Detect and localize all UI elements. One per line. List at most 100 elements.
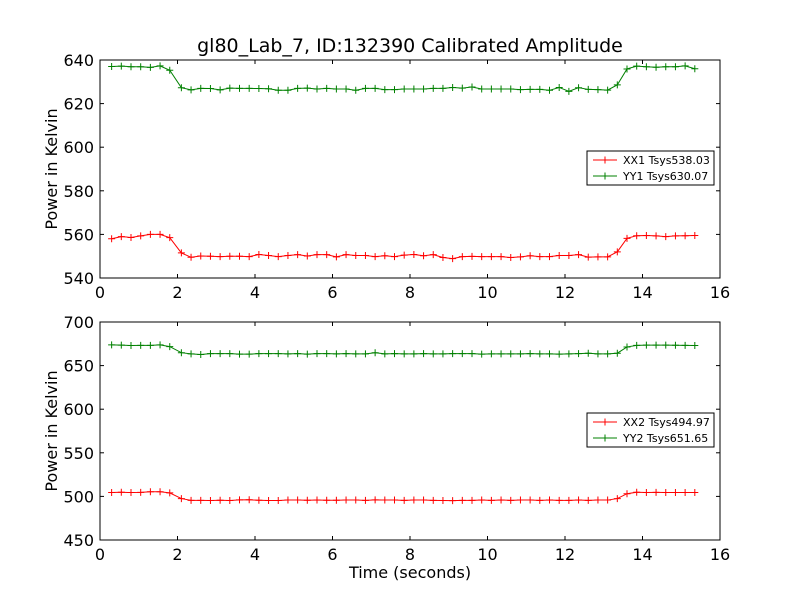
data-point [313, 251, 321, 259]
x-tick-label: 16 [710, 545, 730, 564]
data-point [623, 490, 631, 498]
data-point [439, 254, 447, 262]
data-point [332, 350, 340, 358]
data-point [177, 495, 185, 503]
data-point [236, 496, 243, 504]
data-point [652, 63, 660, 71]
data-point [449, 350, 457, 358]
data-point [146, 230, 154, 238]
data-point [137, 341, 145, 349]
data-point [410, 350, 418, 358]
data-point [177, 349, 185, 357]
data-point [206, 497, 214, 504]
data-point [633, 232, 641, 240]
data-point [613, 81, 621, 89]
data-point [371, 253, 379, 261]
data-point [604, 253, 612, 261]
data-point [584, 253, 592, 261]
data-point [604, 350, 612, 358]
data-point [332, 85, 340, 93]
data-point [361, 84, 369, 92]
y-axis-title: Power in Kelvin [42, 108, 61, 229]
data-point [516, 496, 524, 504]
data-point [177, 84, 185, 92]
data-point [691, 342, 699, 350]
legend: XX2 Tsys494.97 YY2 Tsys651.65 [586, 412, 715, 448]
y-tick-label: 620 [63, 95, 94, 114]
data-point [555, 350, 563, 358]
data-point [429, 251, 437, 259]
data-point [303, 350, 311, 358]
data-point [332, 496, 340, 504]
data-point [526, 350, 534, 358]
data-point [274, 253, 282, 261]
data-point [410, 496, 418, 504]
data-point [187, 496, 195, 504]
data-point [691, 489, 699, 497]
data-point [478, 496, 486, 504]
data-point [546, 253, 553, 261]
data-point [468, 496, 476, 504]
data-point [623, 65, 631, 73]
data-point [284, 350, 292, 358]
data-point [197, 496, 205, 504]
data-point [137, 232, 145, 240]
data-point [458, 496, 466, 504]
data-point [468, 252, 476, 260]
data-point [197, 252, 205, 260]
data-point [323, 251, 331, 259]
data-point [352, 496, 360, 504]
data-point [206, 85, 214, 93]
data-point [117, 233, 125, 241]
data-point [594, 496, 602, 504]
legend-box [586, 150, 715, 186]
data-point [226, 252, 234, 260]
data-point [127, 489, 135, 497]
data-point [177, 249, 185, 257]
data-point [313, 496, 321, 504]
data-point [449, 497, 457, 505]
data-point [691, 231, 699, 239]
data-point [458, 84, 466, 92]
data-point [536, 253, 544, 261]
y-tick-label: 700 [63, 313, 94, 332]
data-point [400, 496, 408, 504]
data-point [146, 488, 154, 496]
data-point [536, 496, 544, 504]
data-point [662, 63, 670, 71]
data-point [166, 66, 174, 74]
data-point [420, 496, 428, 504]
chart-title: gl80_Lab_7, ID:132390 Calibrated Amplitu… [197, 35, 623, 57]
y-tick-label: 550 [63, 444, 94, 463]
data-point [439, 497, 447, 504]
x-tick-label: 0 [95, 545, 105, 564]
data-point [342, 496, 350, 504]
data-point [166, 343, 174, 351]
data-point [497, 496, 505, 504]
x-tick-label: 0 [95, 283, 105, 302]
data-point [575, 350, 583, 358]
data-point [108, 63, 116, 71]
data-point [633, 488, 641, 496]
x-tick-label: 4 [250, 283, 260, 302]
legend-label: YY2 Tsys651.65 [622, 432, 708, 445]
x-tick-label: 2 [172, 545, 182, 564]
data-point [294, 251, 302, 259]
data-point [565, 252, 573, 260]
data-point [226, 497, 234, 504]
data-point [236, 350, 243, 358]
data-point [681, 488, 689, 496]
data-point [342, 251, 350, 259]
data-point [633, 341, 641, 349]
data-point [594, 253, 602, 261]
data-point [507, 254, 515, 262]
data-point [604, 496, 612, 504]
data-point [352, 252, 360, 260]
data-point [468, 83, 476, 91]
data-point [226, 350, 234, 358]
y-tick-label: 600 [63, 138, 94, 157]
x-tick-label: 4 [250, 545, 260, 564]
y-tick-label: 640 [63, 51, 94, 70]
data-point [468, 350, 476, 358]
